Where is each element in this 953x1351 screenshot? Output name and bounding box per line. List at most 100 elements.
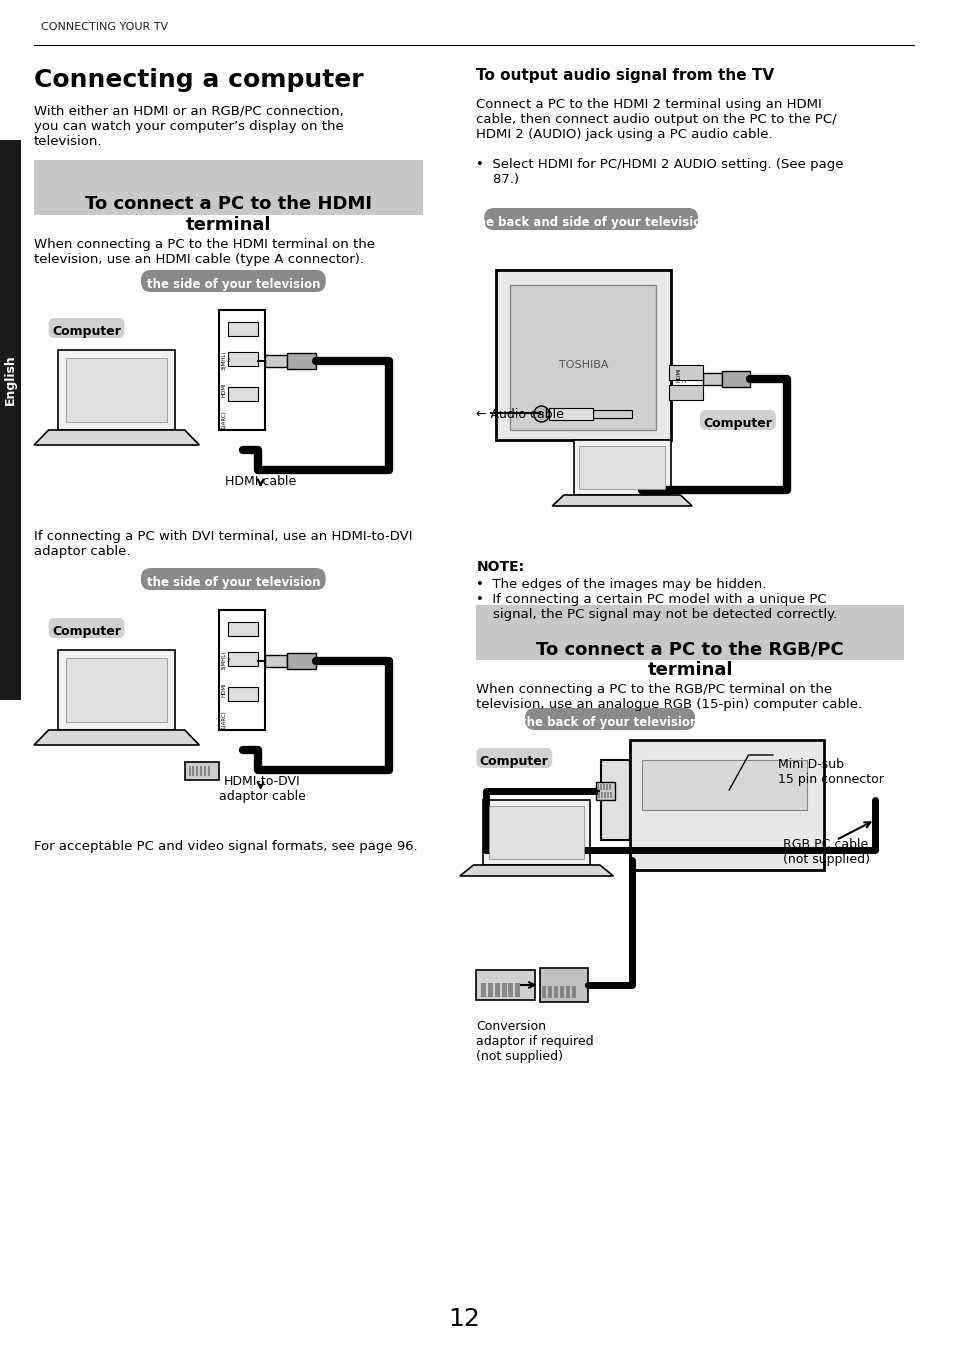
FancyBboxPatch shape	[524, 708, 695, 730]
Polygon shape	[482, 800, 590, 865]
Bar	[600, 792, 602, 798]
Bar	[597, 784, 598, 790]
Text: With either an HDMI or an RGB/PC connection,
you can watch your computer’s displ: With either an HDMI or an RGB/PC connect…	[34, 105, 343, 149]
Text: •  Select HDMI for PC/HDMI 2 AUDIO setting. (See page
    87.): • Select HDMI for PC/HDMI 2 AUDIO settin…	[476, 158, 843, 186]
Bar	[126, 439, 141, 442]
Text: HDMI cable: HDMI cable	[225, 476, 295, 488]
Text: When connecting a PC to the HDMI terminal on the
television, use an HDMI cable (: When connecting a PC to the HDMI termina…	[34, 238, 375, 266]
Bar	[510, 285, 656, 430]
Polygon shape	[34, 730, 199, 744]
Bar	[578, 503, 596, 504]
Bar	[496, 270, 670, 440]
Bar	[68, 439, 83, 442]
Bar	[506, 871, 519, 873]
Bar	[126, 731, 141, 734]
Bar	[126, 431, 141, 434]
Bar	[476, 970, 534, 1000]
Bar	[126, 739, 141, 742]
Bar	[600, 503, 617, 504]
Bar	[193, 766, 194, 775]
Text: Computer: Computer	[702, 417, 772, 430]
Polygon shape	[66, 358, 167, 422]
Bar	[68, 435, 83, 438]
Bar	[68, 431, 83, 434]
Text: Conversion
adaptor if required
(not supplied): Conversion adaptor if required (not supp…	[476, 1020, 594, 1063]
Bar	[228, 653, 257, 666]
Bar	[200, 766, 202, 775]
Bar	[565, 986, 569, 998]
FancyBboxPatch shape	[483, 208, 698, 230]
Bar	[489, 867, 502, 870]
Bar	[600, 499, 617, 501]
Polygon shape	[66, 658, 167, 721]
Bar	[605, 784, 607, 790]
Bar	[218, 309, 265, 430]
Text: the side of your television: the side of your television	[147, 278, 320, 290]
Bar	[593, 409, 631, 417]
Bar	[501, 984, 506, 997]
Bar	[598, 792, 599, 798]
Bar	[34, 159, 422, 215]
Bar	[571, 986, 575, 998]
Text: RGB PC cable
(not supplied): RGB PC cable (not supplied)	[781, 838, 869, 866]
FancyBboxPatch shape	[141, 270, 325, 292]
Text: TOSHIBA: TOSHIBA	[558, 359, 607, 370]
Bar	[107, 435, 121, 438]
Text: the back of your television: the back of your television	[520, 716, 698, 730]
Bar	[541, 865, 555, 867]
Bar	[88, 439, 102, 442]
Bar	[506, 867, 519, 870]
Bar	[541, 871, 555, 873]
Bar	[0, 141, 21, 700]
Text: Connecting a computer: Connecting a computer	[34, 68, 363, 92]
Text: HDMI
2: HDMI 2	[676, 367, 687, 382]
Text: 3(MHL): 3(MHL)	[221, 650, 227, 670]
Bar	[643, 499, 659, 501]
Bar	[218, 611, 265, 730]
Text: the back and side of your television: the back and side of your television	[472, 216, 709, 230]
Bar	[508, 984, 513, 997]
Bar	[88, 731, 102, 734]
Text: the side of your television: the side of your television	[147, 576, 320, 589]
Polygon shape	[489, 807, 583, 859]
Text: To connect a PC to the RGB/PC
terminal: To connect a PC to the RGB/PC terminal	[536, 640, 843, 678]
Bar	[608, 784, 610, 790]
Bar	[641, 761, 806, 811]
Text: Computer: Computer	[479, 755, 548, 767]
Text: •  The edges of the images may be hidden.
•  If connecting a certain PC model wi: • The edges of the images may be hidden.…	[476, 578, 837, 621]
Text: NOTE:: NOTE:	[476, 561, 524, 574]
Text: CONNECTING YOUR TV: CONNECTING YOUR TV	[41, 22, 168, 32]
Polygon shape	[58, 650, 174, 730]
Bar	[668, 385, 702, 400]
Bar	[596, 782, 615, 800]
Text: English: English	[4, 354, 17, 405]
Bar	[88, 435, 102, 438]
Bar	[621, 499, 639, 501]
Bar	[702, 373, 721, 385]
Bar	[265, 355, 287, 367]
Bar	[643, 496, 659, 499]
Polygon shape	[34, 430, 199, 444]
Text: To output audio signal from the TV: To output audio signal from the TV	[476, 68, 774, 82]
Text: Mini D-sub
15 pin connector: Mini D-sub 15 pin connector	[777, 758, 882, 786]
Text: Computer: Computer	[52, 626, 121, 638]
Bar	[603, 792, 605, 798]
Bar	[606, 792, 608, 798]
Bar	[68, 739, 83, 742]
Bar	[488, 984, 493, 997]
Bar	[523, 867, 537, 870]
Bar	[621, 503, 639, 504]
Bar	[489, 865, 502, 867]
Bar	[489, 871, 502, 873]
Bar	[228, 688, 257, 701]
Bar	[196, 766, 198, 775]
FancyBboxPatch shape	[700, 409, 775, 430]
Bar	[600, 761, 629, 840]
Text: ← Audio cable: ← Audio cable	[476, 408, 563, 422]
Bar	[287, 653, 315, 669]
Polygon shape	[573, 440, 670, 494]
Bar	[515, 984, 519, 997]
Bar	[107, 431, 121, 434]
Bar	[599, 784, 601, 790]
Bar	[668, 365, 702, 380]
